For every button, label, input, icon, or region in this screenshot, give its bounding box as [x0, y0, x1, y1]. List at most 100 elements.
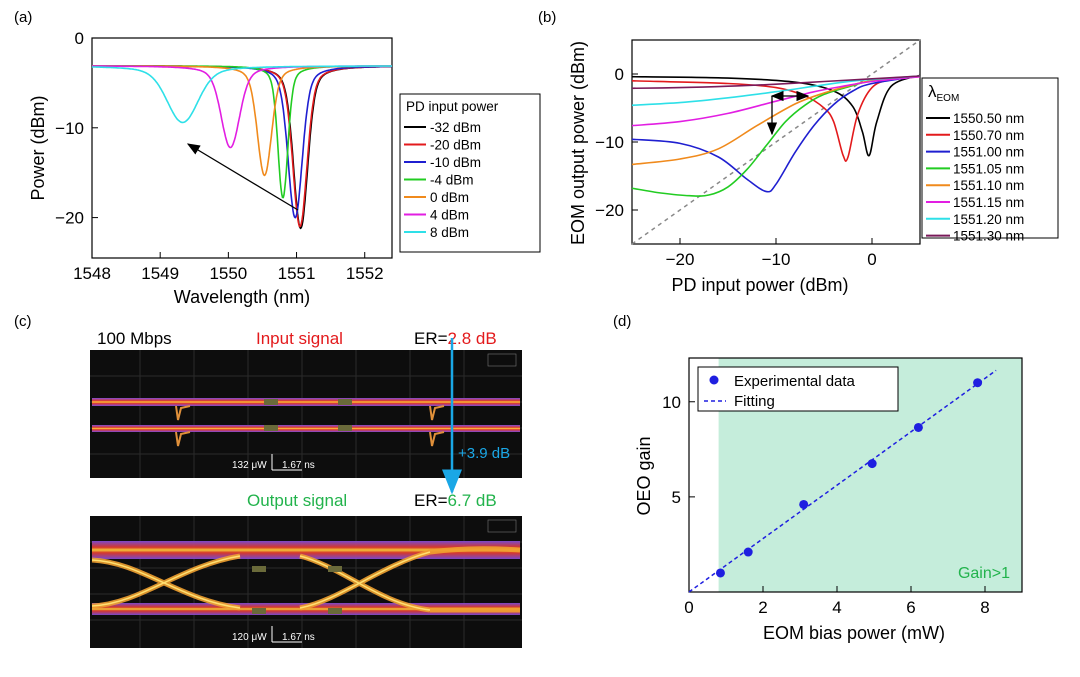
a-xtick-label: 1551 [278, 264, 316, 283]
a-legend-label: 0 dBm [430, 190, 469, 205]
panel-b-tag: (b) [538, 9, 556, 26]
input-scale-time: 1.67 ns [282, 460, 315, 471]
b-ytick-label: −10 [595, 133, 624, 152]
input-signal-title: Input signal [256, 329, 343, 348]
output-eye-core [91, 551, 431, 611]
panel-a-tag: (a) [14, 9, 32, 26]
input-transition-1 [175, 405, 191, 421]
a-series-line [91, 65, 392, 124]
input-scale-power: 132 μW [232, 460, 267, 471]
output-marker-1 [252, 566, 266, 572]
d-ytick-label: 10 [662, 393, 681, 412]
b-series-line [631, 75, 921, 162]
d-data-point [799, 499, 809, 509]
d-data-point [973, 378, 983, 388]
panel-d-ticks: 0 2 4 6 8 5 10 [662, 393, 990, 617]
bitrate-label: 100 Mbps [97, 329, 172, 348]
fitting-line [688, 369, 997, 593]
b-series-line [631, 75, 921, 90]
d-xtick-label: 0 [684, 598, 693, 617]
b-legend-label: 1551.20 nm [953, 212, 1024, 227]
input-er-value: 2.8 dB [448, 329, 497, 348]
input-scope-badge [487, 353, 517, 367]
d-data-point [715, 568, 725, 578]
panel-d-legend: Experimental data Fitting [697, 366, 899, 412]
panel-a-xlabel: Wavelength (nm) [174, 287, 310, 307]
d-data-point [867, 459, 877, 469]
input-er-prefix: ER= [414, 329, 448, 348]
input-transition-2 [175, 431, 191, 447]
output-scale-power: 120 μW [232, 632, 267, 643]
panel-b-legend-sub: EOM [937, 93, 960, 104]
a-ytick-label: −10 [55, 119, 84, 138]
output-marker-2 [328, 566, 342, 572]
input-marker-2 [338, 399, 352, 405]
output-er-prefix: ER= [414, 491, 448, 510]
a-xtick-label: 1550 [209, 264, 247, 283]
panel-a-series [91, 65, 392, 230]
panel-a-ylabel: Power (dBm) [28, 95, 48, 200]
panel-b-reference-line [631, 39, 921, 245]
panel-a-shift-arrow [186, 143, 299, 211]
legend-experimental-label: Experimental data [734, 373, 856, 390]
output-scope-screen [90, 516, 522, 648]
panel-a-legend-title: PD input power [406, 99, 499, 114]
gain-label: +3.9 dB [458, 445, 510, 462]
b-legend-label: 1551.30 nm [953, 229, 1024, 244]
panel-d-xlabel: EOM bias power (mW) [763, 623, 945, 643]
experimental-points [715, 378, 983, 578]
b-legend-label: 1551.10 nm [953, 178, 1024, 193]
input-transition-3 [429, 405, 445, 421]
panel-b-xlabel: PD input power (dBm) [671, 275, 848, 295]
a-legend-label: -32 dBm [430, 120, 481, 135]
panel-b-legend-title: λEOM [928, 82, 959, 104]
d-xtick-label: 4 [832, 598, 841, 617]
output-trace-high [92, 541, 520, 559]
input-trace-high [92, 398, 520, 406]
panel-d-tag: (d) [613, 313, 631, 330]
a-legend-label: -4 dBm [430, 173, 474, 188]
gain-region-label: Gain>1 [958, 565, 1010, 582]
input-er-label: ER=2.8 dB [414, 329, 497, 348]
b-series-line [631, 74, 921, 157]
a-legend-label: 4 dBm [430, 208, 469, 223]
output-signal-title: Output signal [247, 491, 347, 510]
panel-b: (b) −20 −10 0 0 −10 −20 EOM output power (dBm… [538, 9, 1059, 295]
a-legend-label: -10 dBm [430, 155, 481, 170]
a-ytick-label: −20 [55, 209, 84, 228]
panel-a-legend-box [399, 93, 541, 253]
panel-a-frame [91, 37, 393, 259]
b-legend-label: 1551.00 nm [953, 145, 1024, 160]
output-er-value: 6.7 dB [448, 491, 497, 510]
a-xtick-label: 1552 [346, 264, 384, 283]
a-series-line [92, 65, 392, 228]
panel-a-legend: PD input power -32 dBm -20 dBm -10 dBm -4 d… [399, 93, 541, 253]
d-xtick-label: 2 [758, 598, 767, 617]
a-series-line [92, 65, 392, 149]
a-series-line [92, 65, 392, 230]
a-ytick-label: 0 [75, 29, 84, 48]
b-legend-label: 1550.70 nm [953, 128, 1024, 143]
output-marker-3 [252, 608, 266, 614]
b-series-line [631, 75, 921, 197]
b-ytick-label: 0 [615, 65, 624, 84]
b-ytick-label: −20 [595, 201, 624, 220]
b-legend-label: 1551.15 nm [953, 195, 1024, 210]
d-xtick-label: 6 [906, 598, 915, 617]
panel-d-legend-box [697, 366, 899, 412]
b-xtick-label: −10 [762, 250, 791, 269]
b-series-line [631, 75, 921, 193]
panel-b-legend-box [921, 77, 1059, 239]
a-legend-label: -20 dBm [430, 138, 481, 153]
panel-b-legend: λEOM 1550.50 nm 1550.70 nm 1551.00 nm 1551.… [921, 77, 1059, 244]
a-series-line [92, 65, 392, 177]
legend-experimental-marker [709, 375, 719, 385]
panel-a-ticks: 1548 1549 1550 1551 1552 0 −10 −20 [55, 29, 383, 283]
b-legend-label: 1550.50 nm [953, 111, 1024, 126]
panel-b-ylabel: EOM output power (dBm) [568, 41, 588, 245]
d-data-point [743, 547, 753, 557]
panel-b-legend-lambda: λ [928, 82, 937, 101]
a-series-line [92, 65, 392, 219]
